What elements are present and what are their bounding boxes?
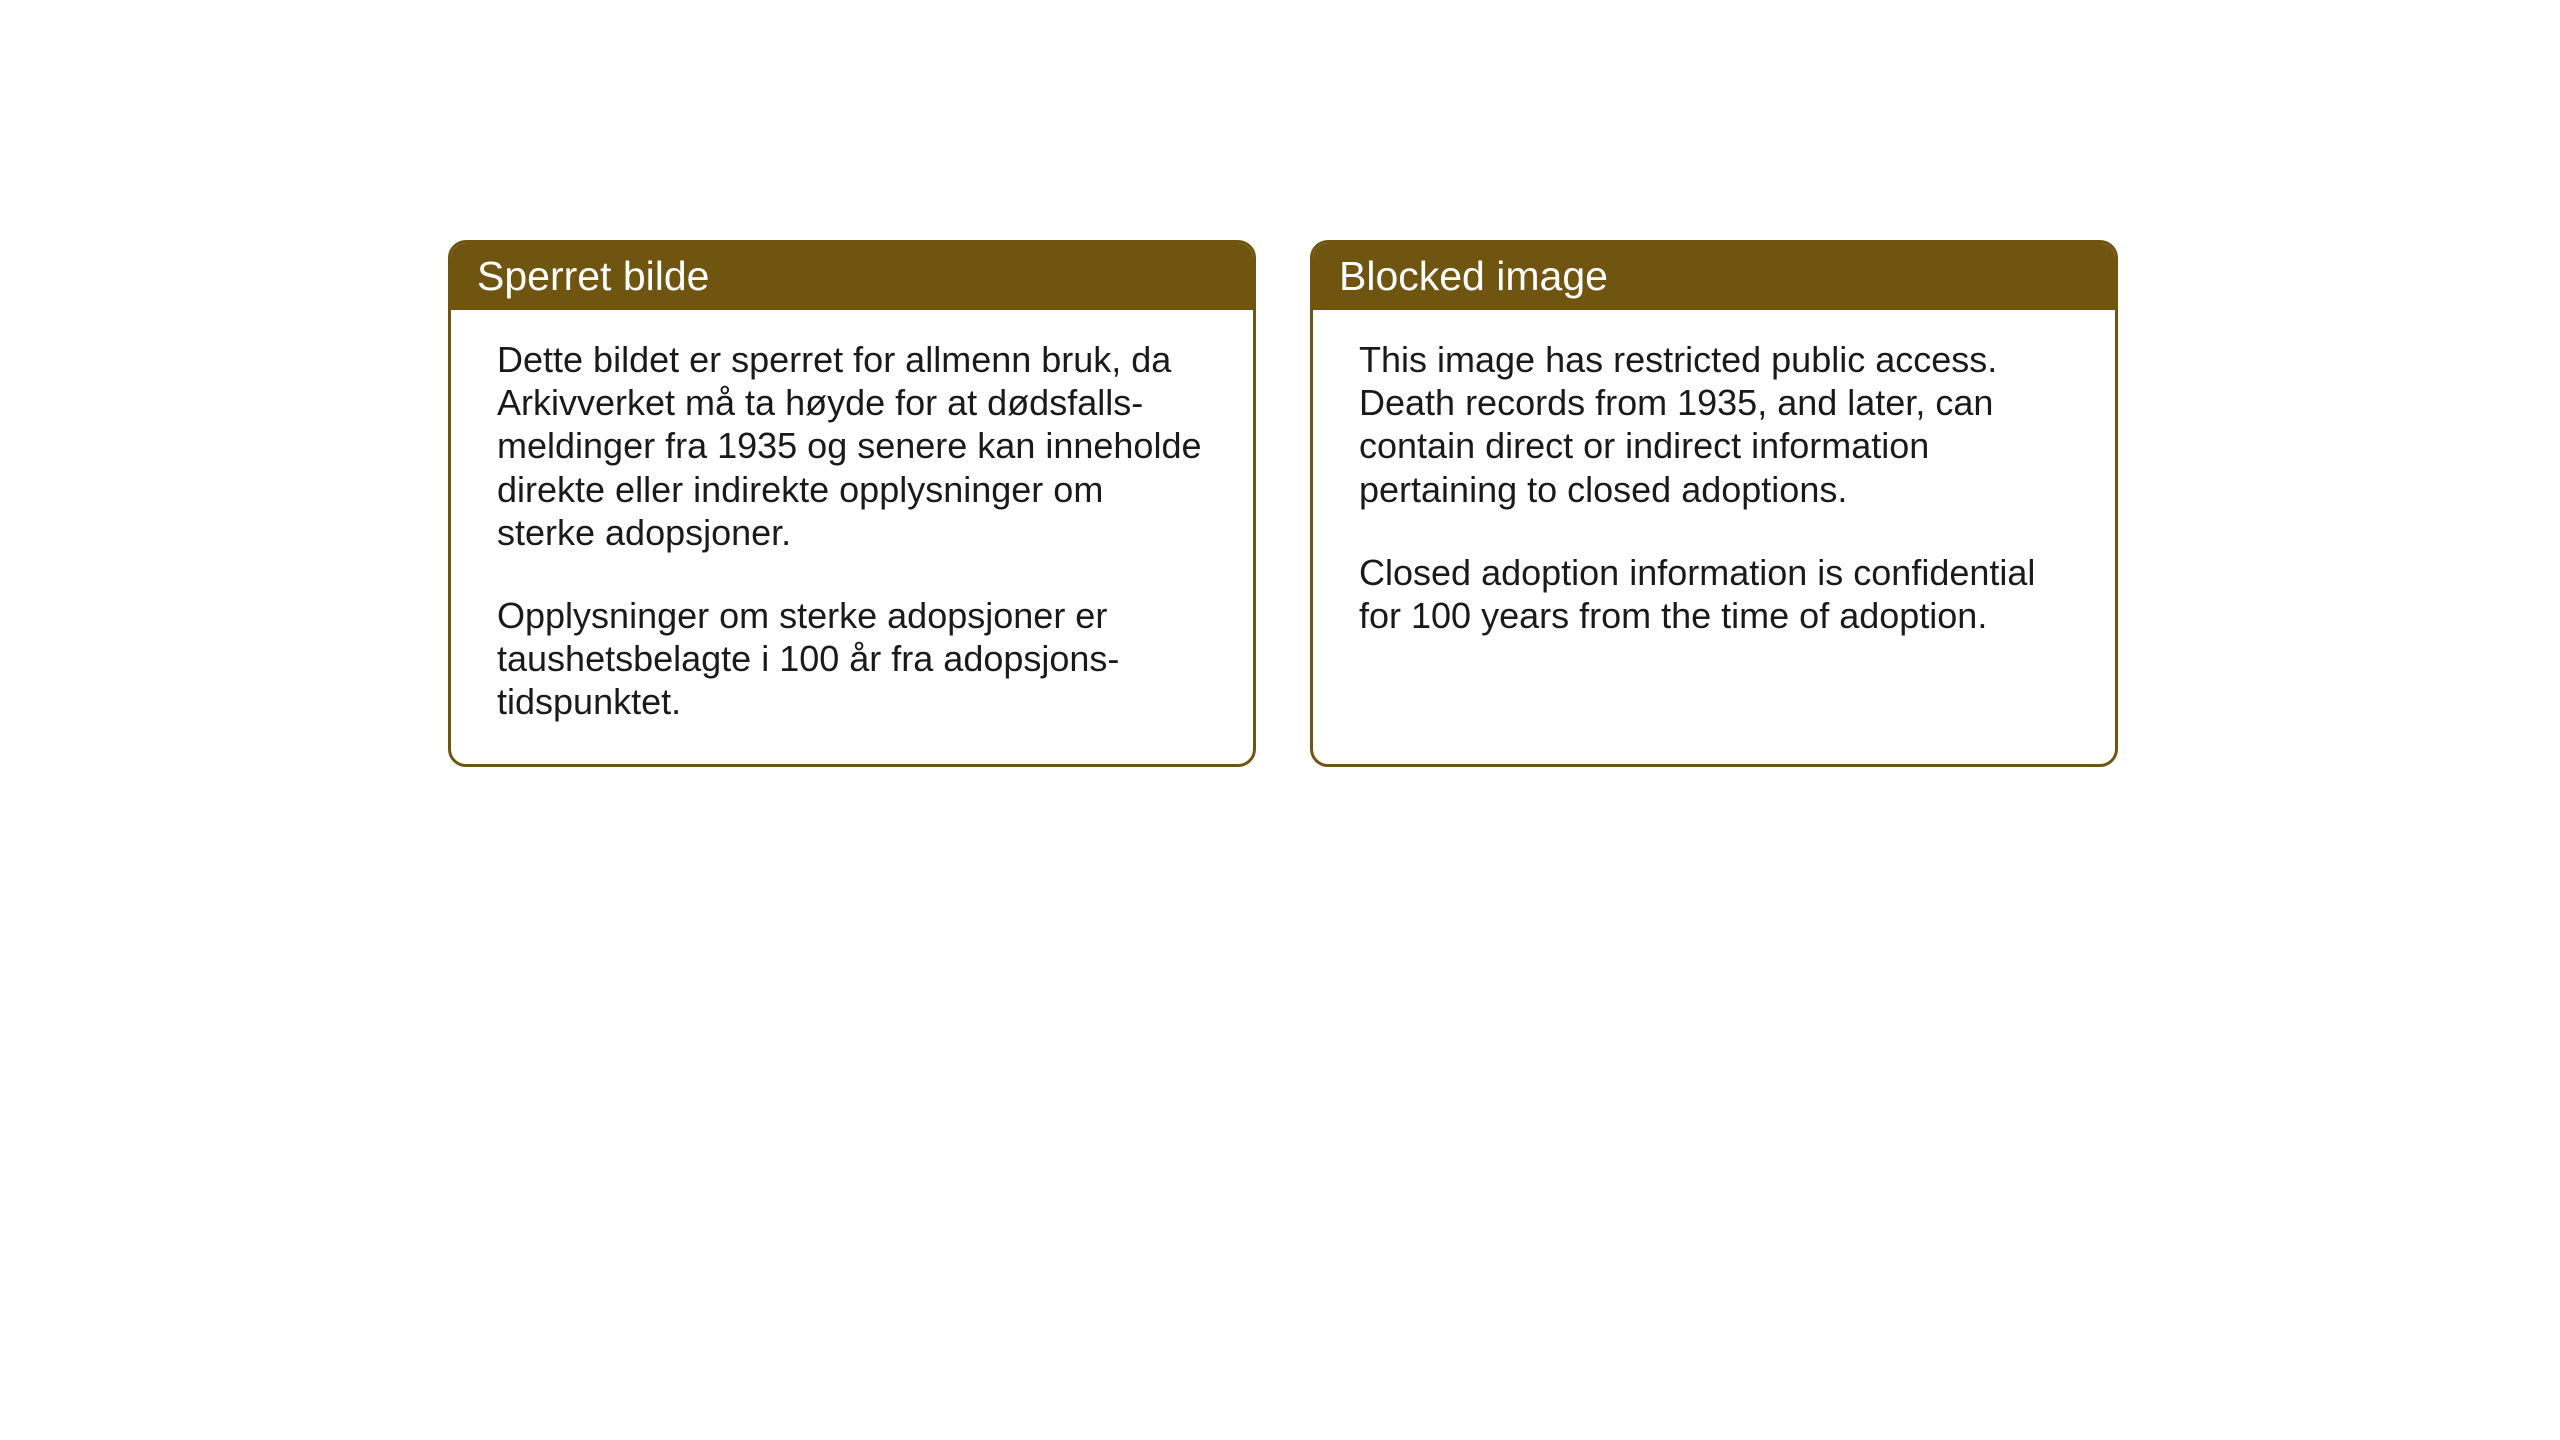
norwegian-card-body: Dette bildet er sperret for allmenn bruk…: [451, 310, 1253, 764]
norwegian-paragraph-2: Opplysninger om sterke adopsjoner er tau…: [497, 594, 1207, 724]
cards-container: Sperret bilde Dette bildet er sperret fo…: [448, 240, 2118, 767]
english-paragraph-2: Closed adoption information is confident…: [1359, 551, 2069, 637]
english-paragraph-1: This image has restricted public access.…: [1359, 338, 2069, 511]
norwegian-card-title: Sperret bilde: [451, 243, 1253, 310]
english-card: Blocked image This image has restricted …: [1310, 240, 2118, 767]
norwegian-card: Sperret bilde Dette bildet er sperret fo…: [448, 240, 1256, 767]
english-card-title: Blocked image: [1313, 243, 2115, 310]
norwegian-paragraph-1: Dette bildet er sperret for allmenn bruk…: [497, 338, 1207, 554]
english-card-body: This image has restricted public access.…: [1313, 310, 2115, 677]
